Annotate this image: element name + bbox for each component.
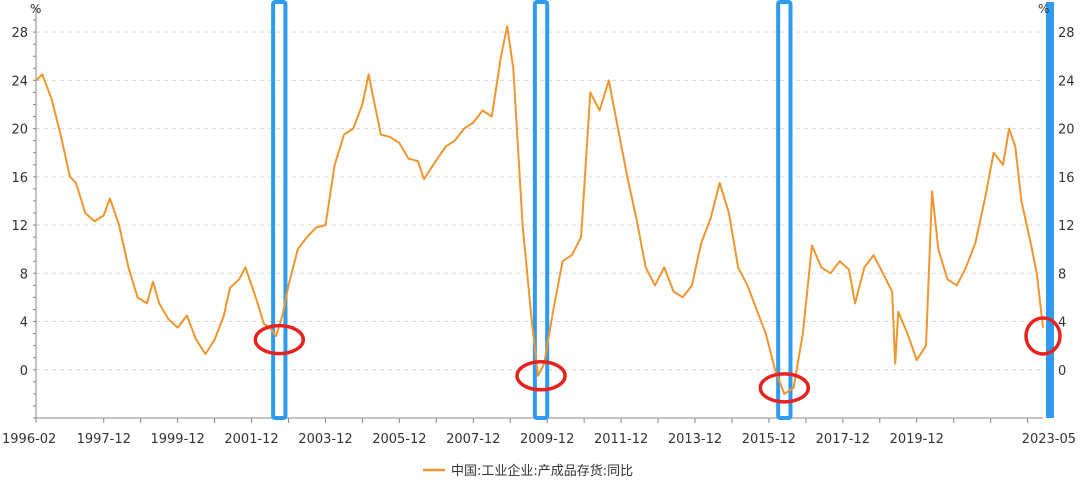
axes [33, 2, 1054, 423]
y-tick-label-right: 12 [1058, 219, 1075, 234]
highlight-band [776, 0, 793, 420]
highlight-circle [253, 323, 306, 356]
series-line [35, 25, 1044, 395]
y-tick-label-left: 4 [20, 316, 28, 331]
x-tick-label: 2019-12 [890, 432, 944, 447]
x-tick-label: 2003-12 [298, 432, 352, 447]
highlight-circle [758, 372, 811, 404]
y-unit-right: % [1038, 2, 1049, 16]
highlight-circles [253, 316, 1062, 404]
y-tick-label-left: 24 [11, 74, 28, 89]
y-tick-label-left: 8 [20, 267, 28, 282]
x-tick-label: 2015-12 [742, 432, 796, 447]
y-tick-label-right: 24 [1058, 74, 1075, 89]
x-tick-label: 1999-12 [150, 432, 204, 447]
highlight-circle [515, 360, 567, 392]
y-tick-label-right: 20 [1058, 123, 1075, 138]
x-tick-label: 2005-12 [372, 432, 426, 447]
y-tick-label-left: 12 [11, 219, 28, 234]
y-tick-label-left: 16 [11, 171, 28, 186]
y-unit-left: % [30, 2, 41, 16]
y-tick-label-left: 0 [20, 364, 28, 379]
y-tick-label-right: 0 [1058, 364, 1066, 379]
y-tick-label-right: 4 [1058, 316, 1066, 331]
x-tick-label: 2017-12 [816, 432, 870, 447]
y-tick-label-right: 16 [1058, 171, 1075, 186]
x-tick-label: 1997-12 [77, 432, 131, 447]
y-tick-label-left: 20 [11, 123, 28, 138]
x-tick-label: 1996-02 [2, 432, 56, 447]
x-tick-label: 2011-12 [594, 432, 648, 447]
highlight-band [532, 0, 550, 420]
x-tick-label: 2023-05 [1022, 432, 1076, 447]
highlight-bands [271, 0, 793, 420]
gridlines [36, 31, 1043, 371]
y-tick-label-left: 28 [11, 26, 28, 41]
x-tick-label: 2001-12 [224, 432, 278, 447]
x-tick-label: 2007-12 [446, 432, 500, 447]
series-lines [35, 25, 1044, 395]
right-axis-bar [1046, 2, 1054, 418]
axis-labels: % % 0 0 4 4 8 8 12 12 16 16 20 20 24 24 28 28 1996-02 199… [2, 2, 1076, 447]
x-tick-label: 2009-12 [520, 432, 574, 447]
x-tick-label: 2013-12 [668, 432, 722, 447]
highlight-circle [1024, 316, 1062, 356]
y-tick-label-right: 8 [1058, 267, 1066, 282]
legend-label: 中国:工业企业:产成品存货:同比 [451, 463, 633, 479]
legend: 中国:工业企业:产成品存货:同比 [423, 463, 633, 479]
y-tick-label-right: 28 [1058, 26, 1075, 41]
highlight-band [271, 0, 288, 420]
